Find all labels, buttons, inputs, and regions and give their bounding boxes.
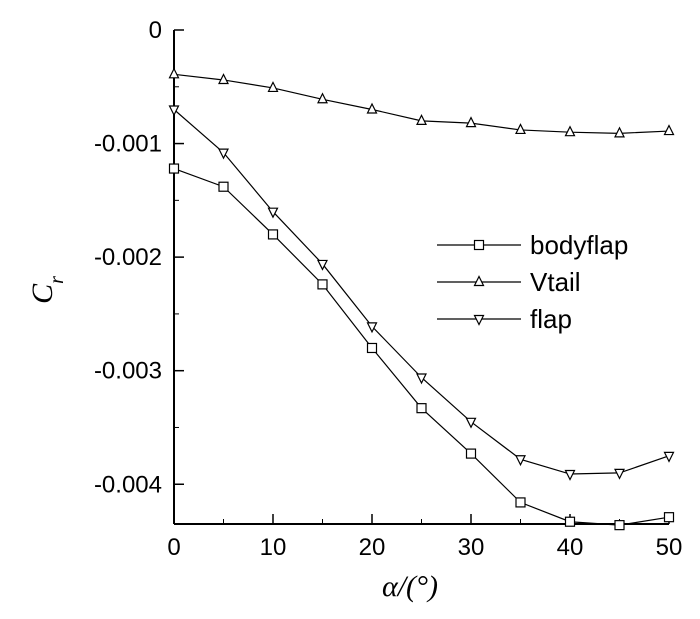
y-axis-label-main: C: [26, 283, 59, 304]
data-point-flap: [564, 469, 576, 481]
data-point-bodyflap: [416, 403, 427, 414]
y-tick-label: -0.004: [94, 471, 162, 498]
x-tick-label: 20: [359, 534, 386, 561]
data-point-bodyflap: [317, 279, 328, 290]
data-point-bodyflap: [614, 520, 625, 531]
data-point-bodyflap: [465, 448, 477, 459]
data-point-Vtail: [366, 102, 378, 114]
series-flap: [168, 105, 675, 481]
data-point-Vtail: [317, 92, 328, 104]
legend-label: flap: [530, 304, 572, 334]
data-point-bodyflap: [515, 497, 526, 508]
data-point-Vtail: [168, 67, 180, 79]
x-axis-label: α/(°): [382, 570, 438, 603]
x-tick-label: 0: [167, 534, 180, 561]
y-tick-label: -0.003: [94, 358, 162, 385]
data-point-bodyflap: [267, 229, 279, 240]
legend-entry-flap: flap: [437, 304, 572, 334]
data-point-flap: [663, 451, 675, 463]
data-point-Vtail: [663, 124, 675, 136]
data-point-bodyflap: [168, 163, 180, 174]
series-line-flap: [173, 109, 670, 475]
legend-entry-bodyflap: bodyflap: [437, 230, 628, 260]
legend-marker: [473, 275, 485, 287]
data-point-flap: [515, 455, 526, 467]
data-point-flap: [218, 148, 229, 160]
y-tick-label: -0.001: [94, 131, 162, 158]
y-axis-label: Cr: [26, 276, 68, 304]
data-point-bodyflap: [663, 512, 675, 523]
legend-label: bodyflap: [530, 230, 628, 260]
data-point-bodyflap: [564, 516, 576, 527]
data-point-flap: [267, 207, 279, 219]
legend: bodyflap Vtail flap: [437, 230, 628, 334]
data-point-flap: [416, 373, 427, 385]
legend-entry-Vtail: Vtail: [437, 267, 581, 297]
legend-label: Vtail: [530, 267, 581, 297]
x-tick-label: 40: [557, 534, 584, 561]
y-axis-label-subscript: r: [46, 276, 68, 284]
series-group: [168, 67, 675, 531]
data-point-flap: [366, 322, 378, 334]
legend-marker: [473, 239, 485, 251]
data-point-Vtail: [564, 125, 576, 137]
tick-group: 0 10 20 30 40 50 0 -0.001 -0.002 -0.003 -0.004: [94, 17, 682, 561]
data-point-flap: [317, 259, 328, 271]
x-tick-label: 50: [656, 534, 683, 561]
data-point-Vtail: [465, 116, 477, 128]
data-point-flap: [168, 105, 180, 117]
data-point-Vtail: [614, 126, 625, 138]
series-bodyflap: [168, 163, 675, 531]
series-Vtail: [168, 67, 675, 138]
y-tick-label: -0.002: [94, 244, 162, 271]
data-point-Vtail: [515, 123, 526, 135]
plot-frame-group: [173, 30, 669, 525]
data-point-Vtail: [218, 73, 229, 85]
data-point-flap: [465, 417, 477, 429]
x-tick-label: 10: [260, 534, 287, 561]
data-point-Vtail: [416, 114, 427, 125]
x-tick-label: 30: [458, 534, 485, 561]
data-point-flap: [614, 468, 625, 480]
legend-marker: [473, 314, 485, 326]
series-line-bodyflap: [173, 167, 670, 526]
data-point-bodyflap: [366, 342, 378, 354]
y-tick-label: 0: [149, 17, 162, 44]
data-point-bodyflap: [218, 181, 229, 192]
data-point-Vtail: [267, 81, 279, 93]
